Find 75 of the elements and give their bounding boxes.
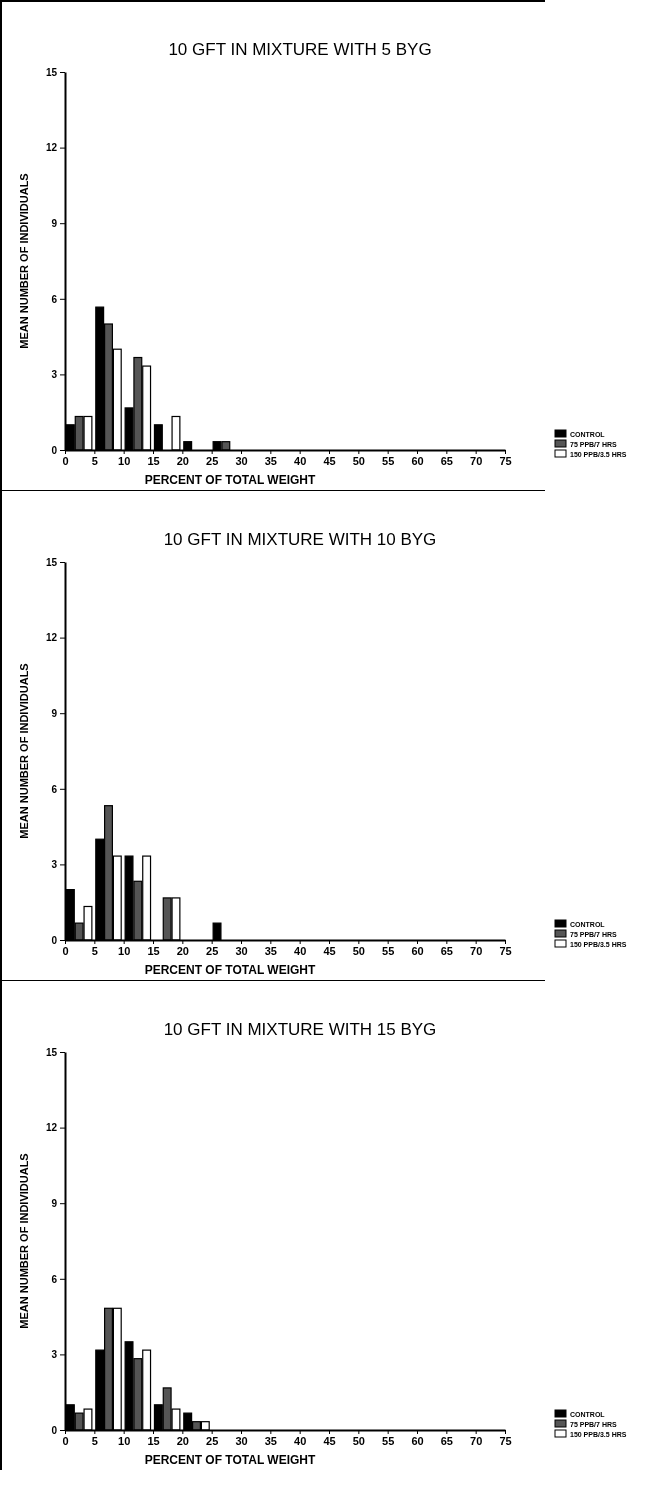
y-tick-label: 0 xyxy=(51,1424,58,1436)
y-tick-label: 3 xyxy=(51,369,58,381)
x-tick-label: 45 xyxy=(323,1434,336,1447)
y-tick-label: 0 xyxy=(51,934,58,946)
x-tick-label: 60 xyxy=(411,454,424,467)
x-tick-label: 55 xyxy=(382,1434,395,1447)
x-tick-label: 70 xyxy=(470,1434,483,1447)
x-tick-label: 15 xyxy=(147,454,160,467)
x-tick-label: 20 xyxy=(176,454,189,467)
x-tick-label: 50 xyxy=(352,454,365,467)
x-tick-label: 25 xyxy=(206,1434,219,1447)
x-tick-label: 20 xyxy=(176,944,189,957)
x-tick-label: 75 xyxy=(499,1434,512,1447)
x-tick-label: 25 xyxy=(206,454,219,467)
x-tick-label: 50 xyxy=(352,944,365,957)
x-tick-label: 35 xyxy=(264,1434,277,1447)
y-tick-label: 12 xyxy=(45,632,58,644)
x-tick-label: 60 xyxy=(411,944,424,957)
y-tick-label: 15 xyxy=(45,66,58,78)
x-tick-label: 10 xyxy=(118,454,131,467)
y-tick-label: 6 xyxy=(51,783,58,795)
x-axis-title: PERCENT OF TOTAL WEIGHT xyxy=(144,1453,316,1467)
y-tick-label: 3 xyxy=(51,859,58,871)
x-tick-label: 5 xyxy=(91,454,98,467)
x-axis-title: PERCENT OF TOTAL WEIGHT xyxy=(144,963,316,977)
chart-title: 10 GFT IN MIXTURE WITH 10 BYG xyxy=(163,530,437,549)
x-tick-label: 50 xyxy=(352,1434,365,1447)
y-tick-label: 15 xyxy=(45,556,58,568)
x-axis-title: PERCENT OF TOTAL WEIGHT xyxy=(144,473,316,487)
y-axis-title: MEAN NUMBER OF INDIVIDUALS xyxy=(18,173,30,349)
x-tick-label: 65 xyxy=(440,454,453,467)
x-tick-label: 15 xyxy=(147,1434,160,1447)
y-tick-label: 0 xyxy=(51,444,58,456)
x-tick-label: 5 xyxy=(91,1434,98,1447)
y-tick-label: 12 xyxy=(45,142,58,154)
x-tick-label: 40 xyxy=(294,1434,307,1447)
x-tick-label: 60 xyxy=(411,1434,424,1447)
y-tick-label: 9 xyxy=(51,1197,58,1209)
x-tick-label: 45 xyxy=(323,944,336,957)
x-tick-label: 75 xyxy=(499,454,512,467)
y-tick-label: 9 xyxy=(51,217,58,229)
x-tick-label: 15 xyxy=(147,944,160,957)
x-tick-label: 35 xyxy=(264,944,277,957)
y-axis-title: MEAN NUMBER OF INDIVIDUALS xyxy=(18,1153,30,1329)
x-tick-label: 0 xyxy=(62,944,69,957)
y-tick-label: 12 xyxy=(45,1122,58,1134)
x-tick-label: 5 xyxy=(91,944,98,957)
x-tick-label: 20 xyxy=(176,1434,189,1447)
x-tick-label: 45 xyxy=(323,454,336,467)
x-tick-label: 30 xyxy=(235,454,248,467)
x-tick-label: 0 xyxy=(62,454,69,467)
x-tick-label: 25 xyxy=(206,944,219,957)
x-tick-label: 10 xyxy=(118,1434,131,1447)
x-tick-label: 10 xyxy=(118,944,131,957)
y-tick-label: 9 xyxy=(51,707,58,719)
y-tick-label: 6 xyxy=(51,293,58,305)
x-tick-label: 55 xyxy=(382,944,395,957)
x-tick-label: 30 xyxy=(235,1434,248,1447)
y-tick-label: 3 xyxy=(51,1349,58,1361)
y-axis-title: MEAN NUMBER OF INDIVIDUALS xyxy=(18,663,30,839)
x-tick-label: 65 xyxy=(440,1434,453,1447)
x-tick-label: 75 xyxy=(499,944,512,957)
y-tick-label: 15 xyxy=(45,1046,58,1058)
x-tick-label: 40 xyxy=(294,454,307,467)
x-tick-label: 40 xyxy=(294,944,307,957)
x-tick-label: 35 xyxy=(264,454,277,467)
chart-title: 10 GFT IN MIXTURE WITH 15 BYG xyxy=(163,1020,437,1039)
y-tick-label: 6 xyxy=(51,1273,58,1285)
x-tick-label: 0 xyxy=(62,1434,69,1447)
x-tick-label: 30 xyxy=(235,944,248,957)
x-tick-label: 70 xyxy=(470,454,483,467)
x-tick-label: 55 xyxy=(382,454,395,467)
x-tick-label: 65 xyxy=(440,944,453,957)
chart-title: 10 GFT IN MIXTURE WITH 5 BYG xyxy=(168,40,432,59)
x-tick-label: 70 xyxy=(470,944,483,957)
